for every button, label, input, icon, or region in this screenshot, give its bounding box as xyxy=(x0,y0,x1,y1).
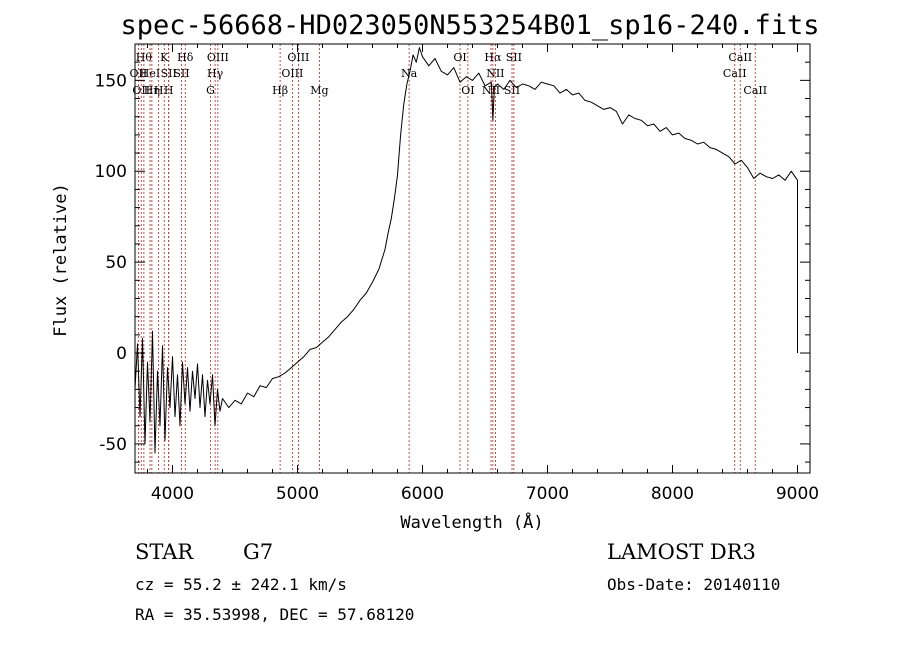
spectrum-layer xyxy=(134,47,798,454)
survey-name: LAMOST DR3 xyxy=(607,540,756,564)
y-tick-label-2: 50 xyxy=(105,253,127,273)
chart-title: spec-56668-HD023050N553254B01_sp16-240.f… xyxy=(121,10,820,41)
spectrum-line-0 xyxy=(134,47,798,454)
x-axis: 4000 5000 6000 7000 8000 9000 xyxy=(147,44,819,504)
reference-line-label-26: CaII xyxy=(723,67,747,80)
reference-line-label-11: G xyxy=(206,84,215,97)
reference-line-label-9: SII xyxy=(173,67,189,80)
reference-line-label-23: NII xyxy=(486,67,504,80)
y-tick-label-0: -50 xyxy=(99,435,127,455)
x-tick-label-3: 7000 xyxy=(526,484,569,504)
y-tick-label-1: 0 xyxy=(116,344,127,364)
reference-line-label-15: OIII xyxy=(281,67,303,80)
reference-line-label-12: Hγ xyxy=(207,67,224,80)
reference-line-label-20: OI xyxy=(461,84,474,97)
reference-line-label-19: OI xyxy=(453,51,466,64)
x-tick-label-5: 9000 xyxy=(776,484,819,504)
x-tick-label-4: 8000 xyxy=(651,484,694,504)
reference-line-label-7: H xyxy=(164,84,174,97)
object-class: STAR xyxy=(135,540,194,564)
reference-line-label-8: SII xyxy=(161,67,177,80)
object-subclass: G7 xyxy=(243,540,273,564)
x-axis-label: Wavelength (Å) xyxy=(400,511,543,533)
reference-line-label-28: CaII xyxy=(743,84,767,97)
reference-line-label-10: Hδ xyxy=(177,51,194,64)
redshift-text: cz = 55.2 ± 242.1 km/s xyxy=(135,575,347,594)
reference-line-label-2: Hθ xyxy=(136,51,153,64)
y-tick-label-3: 100 xyxy=(95,162,127,182)
x-tick-label-1: 5000 xyxy=(276,484,319,504)
y-tick-label-4: 150 xyxy=(95,71,127,91)
x-tick-label-0: 4000 xyxy=(151,484,194,504)
reference-line-label-22: Hα xyxy=(484,51,502,64)
reference-line-label-4: Hη xyxy=(144,84,160,97)
reference-lines: OIIOIIHθHeIHηHKHSIISIIHδGHγOIIIHβOIIIOII… xyxy=(130,44,767,473)
x-tick-label-2: 6000 xyxy=(401,484,444,504)
y-axis: -50 0 50 100 150 xyxy=(95,43,810,463)
reference-line-label-13: OIII xyxy=(207,51,229,64)
reference-line-label-25: SII xyxy=(506,51,522,64)
reference-line-label-14: Hβ xyxy=(272,84,288,97)
reference-line-label-1: OII xyxy=(132,84,150,97)
reference-line-label-16: OIII xyxy=(287,51,309,64)
reference-line-label-27: CaII xyxy=(728,51,752,64)
reference-line-label-0: OII xyxy=(130,67,148,80)
obs-date: Obs-Date: 20140110 xyxy=(607,575,780,594)
y-axis-label: Flux (relative) xyxy=(51,183,71,337)
reference-line-label-3: HeI xyxy=(140,67,160,80)
reference-line-label-17: Mg xyxy=(310,84,328,97)
reference-line-label-5: H xyxy=(154,84,164,97)
coordinates: RA = 35.53998, DEC = 57.68120 xyxy=(135,605,414,624)
plot-frame xyxy=(134,43,811,474)
reference-line-label-6: K xyxy=(160,51,169,64)
